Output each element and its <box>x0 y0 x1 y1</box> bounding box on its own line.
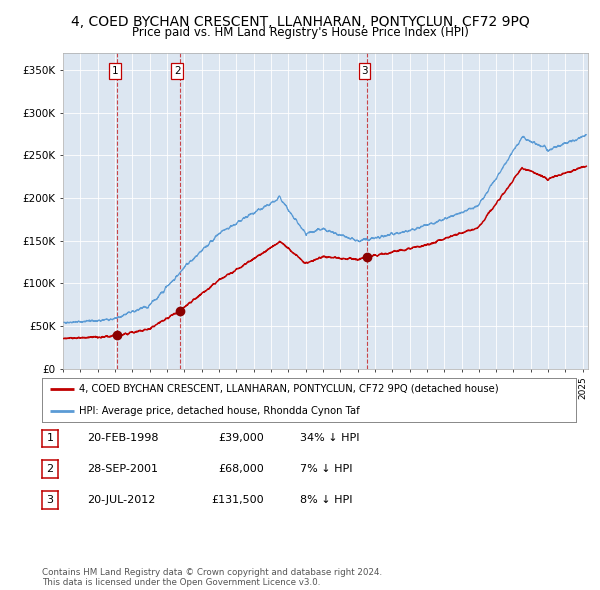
Text: 28-SEP-2001: 28-SEP-2001 <box>87 464 158 474</box>
Text: Price paid vs. HM Land Registry's House Price Index (HPI): Price paid vs. HM Land Registry's House … <box>131 26 469 39</box>
Text: Contains HM Land Registry data © Crown copyright and database right 2024.
This d: Contains HM Land Registry data © Crown c… <box>42 568 382 587</box>
Text: £131,500: £131,500 <box>211 495 264 504</box>
Text: 3: 3 <box>47 495 53 504</box>
Text: 4, COED BYCHAN CRESCENT, LLANHARAN, PONTYCLUN, CF72 9PQ: 4, COED BYCHAN CRESCENT, LLANHARAN, PONT… <box>71 15 529 30</box>
Text: 2: 2 <box>174 66 181 76</box>
Text: 1: 1 <box>112 66 118 76</box>
Text: £68,000: £68,000 <box>218 464 264 474</box>
Text: £39,000: £39,000 <box>218 434 264 443</box>
Text: 3: 3 <box>361 66 368 76</box>
Text: HPI: Average price, detached house, Rhondda Cynon Taf: HPI: Average price, detached house, Rhon… <box>79 406 360 416</box>
Text: 20-JUL-2012: 20-JUL-2012 <box>87 495 155 504</box>
Text: 8% ↓ HPI: 8% ↓ HPI <box>300 495 353 504</box>
Text: 20-FEB-1998: 20-FEB-1998 <box>87 434 158 443</box>
Text: 34% ↓ HPI: 34% ↓ HPI <box>300 434 359 443</box>
Text: 4, COED BYCHAN CRESCENT, LLANHARAN, PONTYCLUN, CF72 9PQ (detached house): 4, COED BYCHAN CRESCENT, LLANHARAN, PONT… <box>79 384 499 394</box>
Text: 2: 2 <box>47 464 53 474</box>
Text: 1: 1 <box>47 434 53 443</box>
Text: 7% ↓ HPI: 7% ↓ HPI <box>300 464 353 474</box>
